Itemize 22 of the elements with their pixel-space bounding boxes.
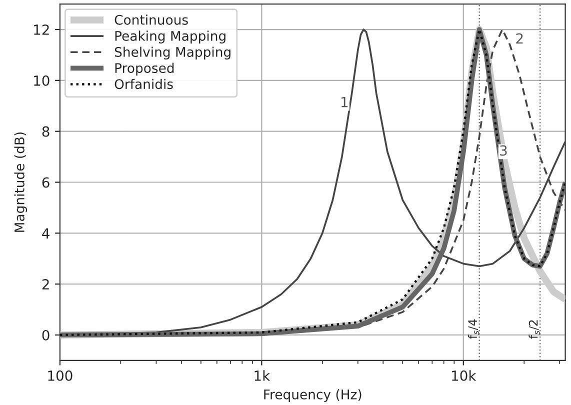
legend-label: Proposed xyxy=(115,62,174,76)
legend-label: Continuous xyxy=(114,14,188,25)
y-tick-label: 0 xyxy=(42,330,50,340)
y-axis-title: Magnitude (dB) xyxy=(14,132,28,232)
legend-label: Peaking Mapping xyxy=(115,30,226,44)
y-tick-label: 12 xyxy=(34,24,49,35)
annotation: 1 xyxy=(341,97,348,108)
annotation: 3 xyxy=(500,145,507,156)
ref-line-label: f$_{s}$/4 xyxy=(468,319,479,339)
x-tick-label: 100 xyxy=(48,370,72,381)
x-tick-label: 10k xyxy=(452,370,476,381)
legend-label: Shelving Mapping xyxy=(114,46,230,60)
ref-line-label: f$_{s}$/2 xyxy=(528,320,540,339)
x-tick-label: 1k xyxy=(254,370,270,381)
y-tick-label: 10 xyxy=(34,75,50,86)
y-tick-label: 6 xyxy=(42,177,50,188)
y-tick-label: 4 xyxy=(42,228,50,238)
y-tick-label: 8 xyxy=(42,126,50,137)
x-axis-title: Frequency (Hz) xyxy=(264,389,362,402)
legend-label: Orfanidis xyxy=(114,78,173,90)
annotation: 2 xyxy=(516,33,523,44)
y-tick-label: 2 xyxy=(42,279,49,290)
